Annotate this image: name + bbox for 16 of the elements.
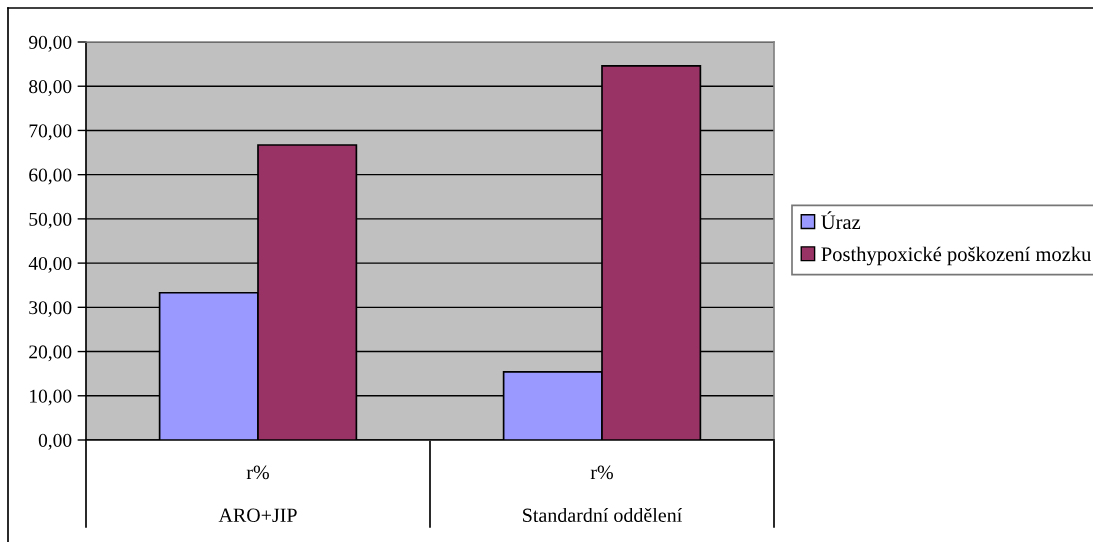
y-tick-label: 70,00: [29, 124, 72, 141]
legend-label: Úraz: [821, 211, 861, 230]
text: ARO+JIP: [218, 508, 297, 523]
y-tick-label: 60,00: [29, 168, 72, 185]
y-tick-label: 50,00: [29, 212, 72, 229]
y-tick-label: 90,00: [28, 35, 72, 52]
x-tick-label: r%: [590, 465, 613, 480]
y-tick-label: 10,00: [30, 389, 72, 406]
y-tick-label: 20,00: [29, 345, 72, 362]
x-tick-label: r%: [246, 465, 269, 480]
y-tick-label: 0,00: [38, 433, 72, 450]
text: Standardní oddělení: [523, 507, 683, 523]
y-tick-label: 80,00: [29, 80, 72, 96]
y-tick-label: 40,00: [28, 256, 72, 273]
legend-label: Posthypoxické poškození mozku: [821, 246, 1092, 266]
y-tick-label: 30,00: [29, 301, 72, 318]
